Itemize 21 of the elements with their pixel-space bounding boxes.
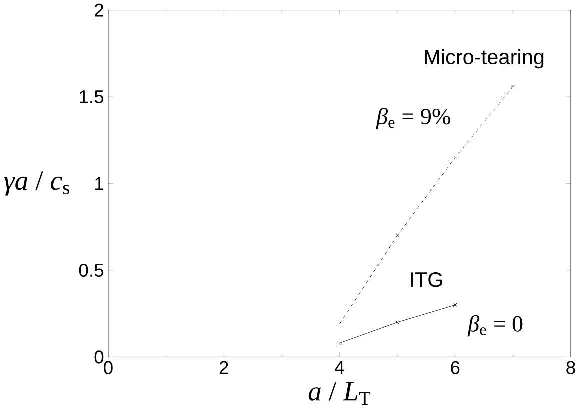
y-tick-label: 1 [96, 177, 104, 190]
point [396, 234, 400, 238]
x-tick-label: 8 [566, 361, 576, 374]
x-tick-label: 0 [104, 361, 113, 374]
annotation: β$_{e}$ = 0 [468, 315, 523, 337]
y-axis-title: γa / c$_{s}$ [4, 172, 70, 196]
series-label: Micro-tearing [425, 49, 544, 69]
x-tick-label: 2 [220, 361, 228, 374]
point [396, 320, 400, 324]
x-axis-title: a / L$_{T}$ [308, 382, 370, 406]
annotation: β$_{e}$ = 9% [376, 108, 450, 130]
x-tick-label: 6 [451, 361, 460, 374]
y-tick-label: 1.5 [80, 90, 104, 104]
point [511, 84, 516, 89]
x-tick-label: 4 [335, 361, 344, 374]
y-tick-label: 0.5 [79, 264, 104, 278]
y-tick-label: 2 [95, 4, 104, 17]
point [338, 322, 342, 326]
y-tick-label: 0 [94, 350, 104, 364]
series-label: ITG [411, 272, 442, 288]
point [453, 156, 458, 160]
